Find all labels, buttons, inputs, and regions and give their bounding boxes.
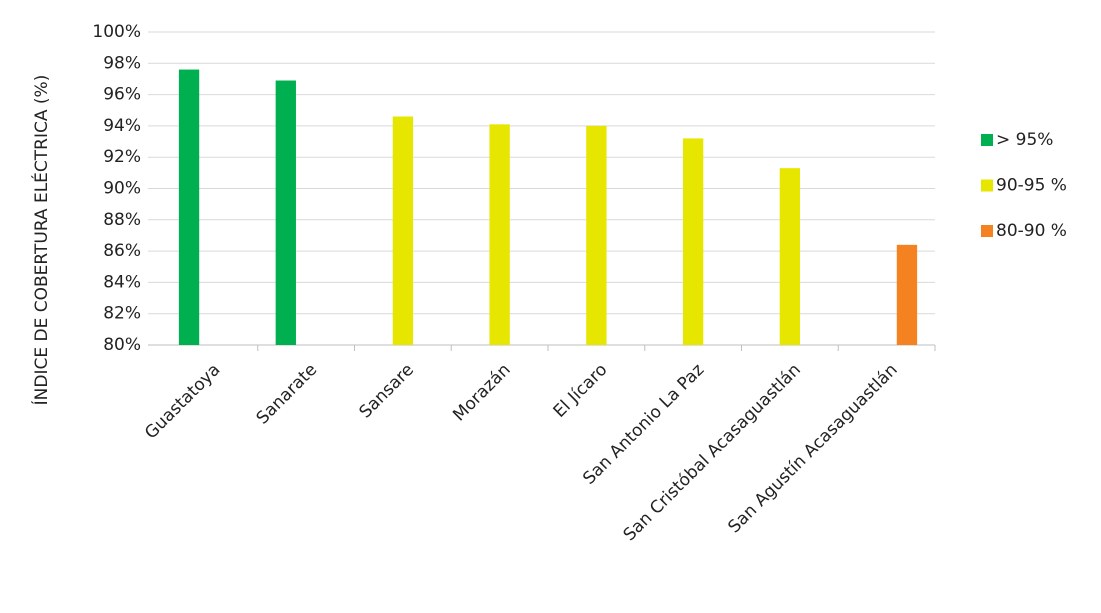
x-tick-label: El Jícaro xyxy=(550,360,612,422)
bar xyxy=(392,116,414,345)
y-tick-label: 92% xyxy=(103,147,141,167)
y-tick-label: 82% xyxy=(103,304,141,324)
bar xyxy=(275,80,296,345)
x-tick-label: San Cristóbal Acasaguastlán xyxy=(620,360,805,545)
y-tick-label: 84% xyxy=(103,272,141,292)
legend-swatch xyxy=(981,179,993,192)
y-tick-label: 98% xyxy=(103,53,141,73)
x-tick-label: Guastatoya xyxy=(141,360,224,443)
y-tick-label: 88% xyxy=(103,210,141,230)
y-axis-title: ÍNDICE DE COBERTURA ELÉCTRICA (%) xyxy=(30,75,52,406)
x-tick-label: Morazán xyxy=(449,360,514,425)
bar xyxy=(586,125,607,346)
y-tick-label: 100% xyxy=(92,22,141,42)
legend-swatch xyxy=(981,134,993,146)
y-tick-label: 80% xyxy=(103,335,141,355)
y-tick-label: 94% xyxy=(103,116,141,136)
y-tick-label: 96% xyxy=(103,85,141,105)
y-tick-label: 86% xyxy=(103,241,141,261)
bar xyxy=(682,138,704,345)
y-tick-label: 90% xyxy=(103,179,141,199)
x-tick-label: Sansare xyxy=(355,360,417,422)
bar xyxy=(489,124,510,346)
legend-label: > 95% xyxy=(996,130,1053,150)
bar xyxy=(178,69,200,345)
bar xyxy=(779,168,801,345)
legend-label: 80-90 % xyxy=(996,221,1067,241)
x-tick-label: Sanarate xyxy=(253,360,322,429)
bar xyxy=(896,244,918,345)
x-tick-label: San Agustín Acasaguastlán xyxy=(724,360,901,537)
legend-label: 90-95 % xyxy=(996,176,1067,196)
legend-swatch xyxy=(981,225,993,237)
